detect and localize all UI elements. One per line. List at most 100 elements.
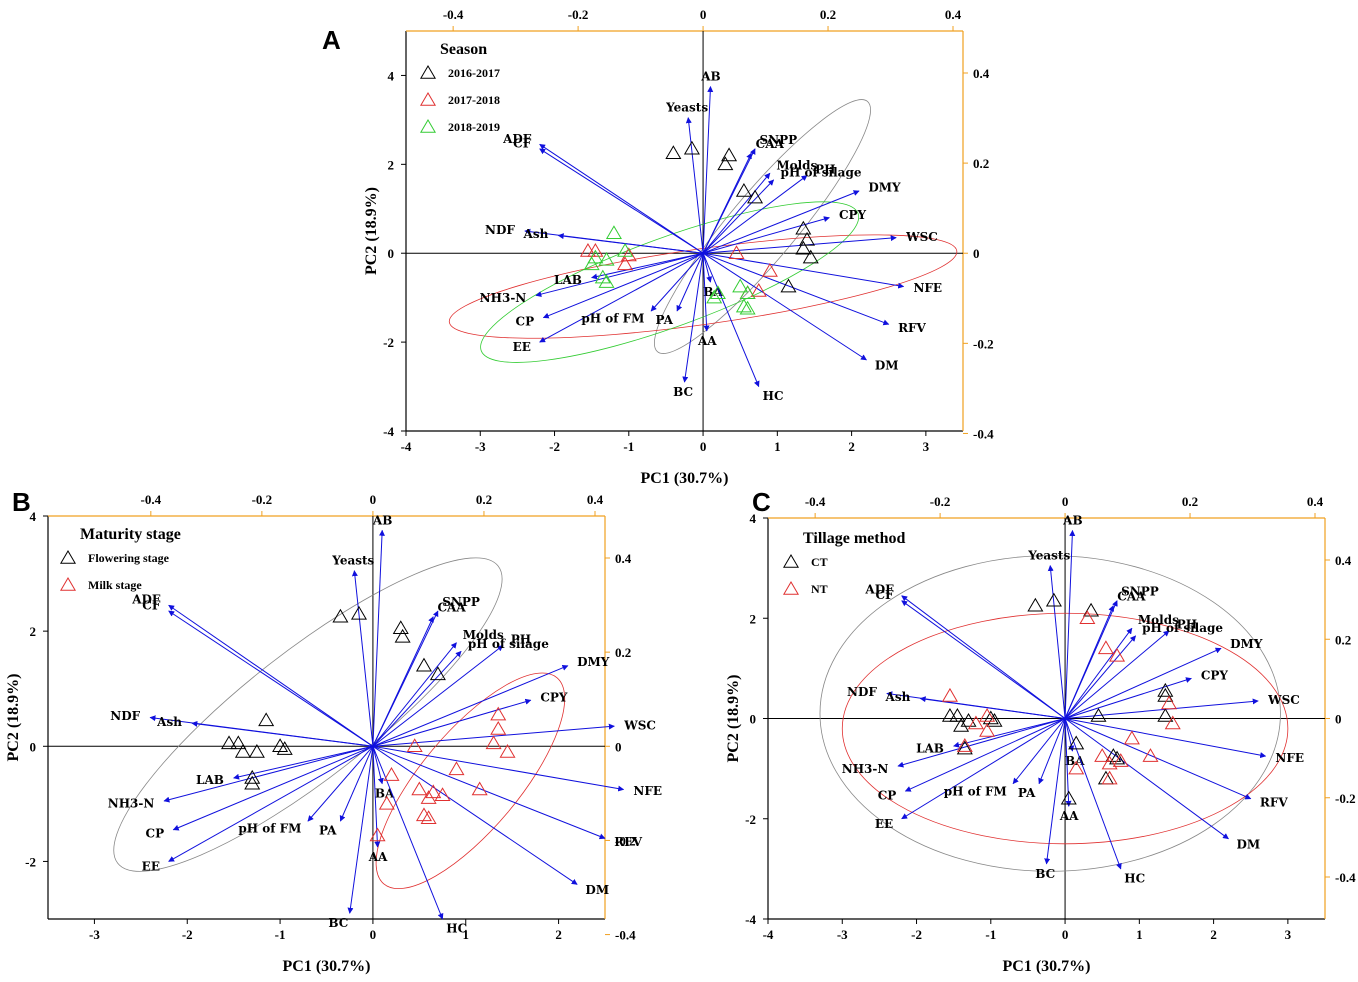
loading-arrow — [372, 642, 457, 747]
right-tick-label: 0 — [1335, 712, 1342, 727]
confidence-ellipse — [819, 555, 1281, 872]
y-tick-label: 0 — [388, 246, 395, 261]
loading-arrow — [1064, 718, 1122, 870]
x-axis-title: PC1 (30.7%) — [283, 958, 371, 975]
right-tick-label: 0 — [615, 739, 622, 754]
legend-item: Flowering stage — [88, 551, 170, 565]
loading-label: CP — [516, 314, 535, 328]
legend-item: 2017-2018 — [448, 93, 500, 107]
loading-label: DM — [1237, 838, 1261, 852]
data-point — [221, 735, 238, 750]
loading-label: NDF — [485, 223, 515, 237]
loading-arrow — [372, 664, 569, 747]
loading-label: pH of FM — [581, 311, 644, 325]
loading-label: HC — [763, 389, 784, 403]
top-tick-label: 0.4 — [587, 492, 604, 507]
loading-arrow — [351, 570, 374, 747]
top-tick-label: 0.4 — [1307, 494, 1324, 509]
loading-arrow — [372, 746, 444, 920]
loading-arrow — [702, 252, 867, 361]
loading-arrow — [191, 720, 373, 747]
loading-label: SNPP — [1121, 585, 1159, 599]
data-point — [471, 781, 488, 796]
top-tick-label: 0.2 — [1182, 494, 1198, 509]
y-axis-title: PC2 (18.9%) — [5, 674, 22, 762]
data-point — [1090, 707, 1107, 722]
data-point — [248, 744, 265, 758]
x-tick-label: -1 — [623, 439, 634, 454]
legend-title: Season — [440, 41, 487, 58]
data-point — [234, 744, 251, 758]
x-tick-label: 0 — [370, 927, 377, 942]
loading-arrow — [539, 143, 704, 254]
loading-arrow — [919, 696, 1066, 719]
loading-arrow — [1064, 718, 1229, 840]
x-tick-label: -3 — [475, 439, 486, 454]
data-point — [732, 278, 749, 293]
data-point — [594, 269, 611, 284]
loading-label: NFE — [1275, 751, 1304, 765]
legend-title: Tillage method — [803, 530, 905, 547]
loading-arrow — [702, 172, 771, 254]
confidence-ellipse — [375, 672, 566, 890]
loading-label: AB — [700, 70, 720, 84]
loading-arrow — [1038, 718, 1066, 785]
right-tick-label: 0.2 — [615, 645, 631, 660]
y-tick-label: -2 — [745, 812, 756, 827]
right-tick-label: 0.4 — [973, 66, 990, 81]
data-point — [499, 744, 516, 758]
panel-b-maturity-stage: -3 -2 -1 0 1 2 -2 0 2 4 -0.4 -0.2 0 0.2 0.4 -0.4 -0.2 0 0.… — [5, 487, 662, 975]
loading-arrow — [542, 252, 704, 319]
right-tick-label: -0.2 — [615, 833, 636, 848]
loading-arrow — [904, 718, 1066, 792]
y-tick-label: -2 — [383, 335, 394, 350]
data-point — [795, 220, 812, 235]
loading-label: pH of FM — [238, 822, 301, 836]
data-point — [941, 687, 958, 702]
data-point — [735, 182, 752, 197]
data-point — [739, 300, 756, 315]
data-point — [1105, 748, 1122, 762]
top-tick-label: 0.2 — [476, 492, 492, 507]
loading-arrow — [650, 252, 704, 312]
loading-arrow — [1064, 718, 1252, 800]
x-axis-title: PC1 (30.7%) — [641, 470, 729, 487]
loading-label: Ash — [156, 715, 182, 729]
loading-arrow — [1064, 630, 1170, 719]
loading-label: HC — [1124, 871, 1145, 885]
loading-arrow — [1064, 677, 1192, 719]
x-tick-label: 1 — [1136, 927, 1143, 942]
data-point — [350, 605, 368, 620]
legend-item: 2016-2017 — [448, 66, 500, 80]
loading-arrow — [682, 253, 704, 383]
legend-marker — [419, 118, 437, 133]
loading-label: CF — [875, 588, 894, 602]
loading-arrow — [372, 698, 532, 747]
confidence-ellipse — [480, 201, 860, 363]
loading-label: AA — [368, 850, 388, 864]
data-point — [802, 249, 819, 264]
x-axis-title: PC1 (30.7%) — [1003, 958, 1091, 975]
loading-arrow — [1064, 718, 1072, 807]
top-tick-label: 0 — [700, 7, 707, 22]
loading-arrow — [172, 745, 374, 831]
y-tick-label: 0 — [750, 712, 757, 727]
loading-arrow — [1044, 718, 1066, 865]
loading-label: Ash — [885, 690, 911, 704]
loading-arrow — [372, 745, 606, 840]
loading-arrow — [702, 253, 713, 283]
loading-label: PH — [1177, 617, 1197, 631]
loading-arrow — [168, 604, 374, 747]
loading-label: NFE — [633, 784, 662, 798]
x-tick-label: 1 — [463, 927, 470, 942]
loading-arrow — [901, 718, 1066, 820]
data-point — [986, 712, 1003, 727]
loading-arrow — [1064, 647, 1222, 719]
data-point — [683, 140, 700, 155]
data-point — [735, 298, 752, 313]
data-point — [429, 666, 446, 681]
loading-arrow — [557, 233, 704, 254]
loading-label: Molds — [776, 159, 817, 173]
loading-label: BC — [1035, 867, 1055, 881]
data-point — [617, 256, 634, 271]
